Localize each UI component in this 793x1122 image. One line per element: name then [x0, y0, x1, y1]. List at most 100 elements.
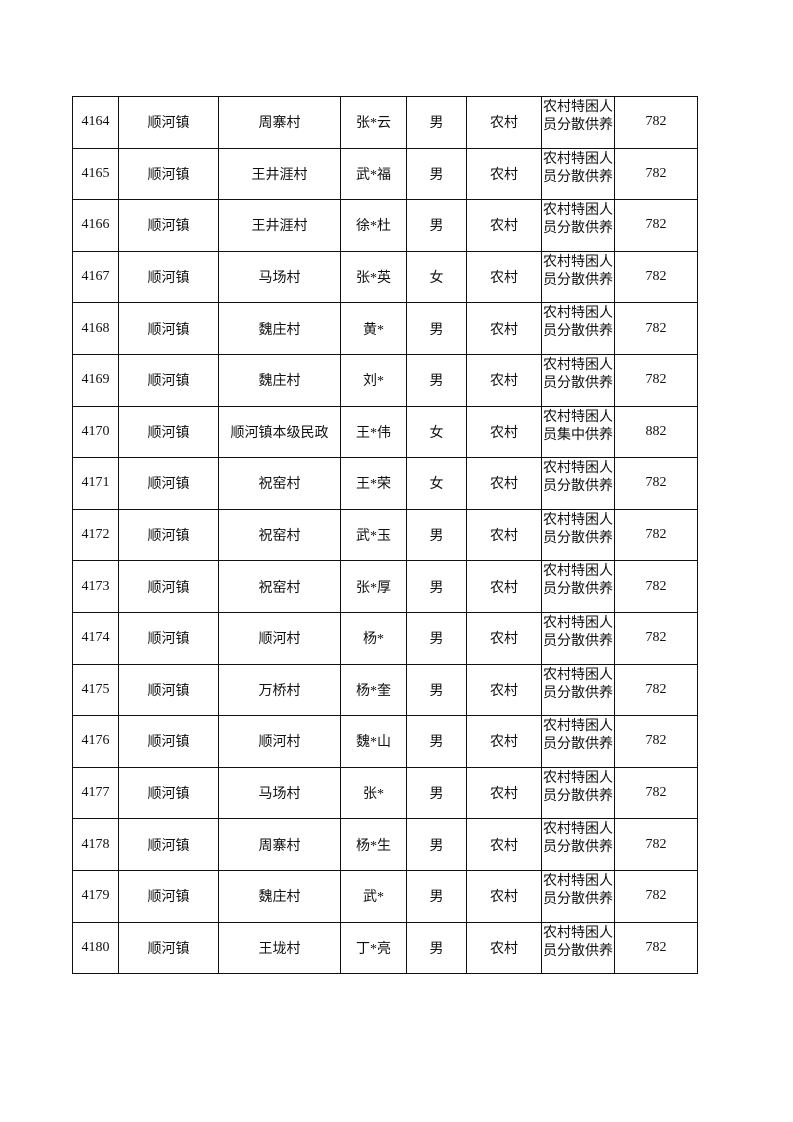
row-number-cell: 4178	[72, 818, 119, 871]
table-row: 4178 顺河镇 周寨村 杨*生男农村 农村特困人员分散供养 782	[72, 818, 698, 871]
category-text: 农村特困人员分散供养	[543, 719, 613, 753]
town-cell: 顺河镇	[118, 560, 219, 613]
town-cell: 顺河镇	[118, 250, 219, 304]
row-number-cell: 4165	[72, 147, 119, 201]
category-cell: 农村特困人员分散供养	[541, 508, 615, 562]
amount-cell: 782	[614, 147, 698, 201]
records-table: 4164 顺河镇 周寨村 张*云男农村 农村特困人员分散供养 782 4165 顺河镇 王井涯村…	[72, 96, 698, 975]
person-name-cell: 武*福	[340, 147, 407, 201]
village-cell: 顺河村	[218, 715, 341, 768]
household-type-cell: 农村	[466, 147, 542, 201]
amount-cell: 782	[614, 457, 698, 510]
category-text: 农村特困人员分散供养	[543, 925, 613, 959]
household-type-cell: 农村	[466, 457, 542, 510]
gender-cell: 女	[406, 405, 467, 459]
category-text: 农村特困人员分散供养	[543, 357, 613, 391]
village-cell: 魏庄村	[218, 302, 341, 355]
amount-cell: 782	[614, 353, 698, 407]
town-cell: 顺河镇	[118, 611, 219, 665]
table-row: 4165 顺河镇 王井涯村 武*福男农村 农村特困人员分散供养 782	[72, 147, 698, 201]
person-name-cell: 武*玉	[340, 508, 407, 562]
amount-cell: 782	[614, 250, 698, 304]
town-cell: 顺河镇	[118, 508, 219, 562]
table-row: 4179 顺河镇 魏庄村 武* 男农村 农村特困人员分散供养 782	[72, 869, 698, 923]
category-text: 农村特困人员分散供养	[543, 100, 613, 133]
village-cell: 顺河镇本级民政	[218, 405, 341, 459]
row-number-cell: 4164	[72, 96, 119, 149]
category-text: 农村特困人员分散供养	[543, 461, 613, 495]
amount-cell: 782	[614, 302, 698, 355]
category-cell: 农村特困人员分散供养	[541, 818, 615, 871]
amount-cell: 782	[614, 921, 698, 975]
village-cell: 万桥村	[218, 663, 341, 717]
amount-cell: 782	[614, 715, 698, 768]
category-cell: 农村特困人员集中供养	[541, 405, 615, 459]
category-text: 农村特困人员分散供养	[543, 512, 613, 546]
village-cell: 王井涯村	[218, 147, 341, 201]
person-name-cell: 杨*生	[340, 818, 407, 871]
category-cell: 农村特困人员分散供养	[541, 766, 615, 820]
amount-cell: 782	[614, 818, 698, 871]
amount-cell: 882	[614, 405, 698, 459]
category-cell: 农村特困人员分散供养	[541, 921, 615, 975]
table-row: 4173 顺河镇 祝窑村 张*厚男农村 农村特困人员分散供养 782	[72, 560, 698, 613]
category-cell: 农村特困人员分散供养	[541, 715, 615, 768]
row-number-cell: 4170	[72, 405, 119, 459]
amount-cell: 782	[614, 508, 698, 562]
amount-cell: 782	[614, 663, 698, 717]
gender-cell: 男	[406, 147, 467, 201]
table-row: 4172 顺河镇 祝窑村 武*玉男农村 农村特困人员分散供养 782	[72, 508, 698, 562]
household-type-cell: 农村	[466, 818, 542, 871]
village-cell: 祝窑村	[218, 457, 341, 510]
category-cell: 农村特困人员分散供养	[541, 199, 615, 252]
village-cell: 祝窑村	[218, 508, 341, 562]
gender-cell: 男	[406, 353, 467, 407]
village-cell: 周寨村	[218, 818, 341, 871]
row-number-cell: 4177	[72, 766, 119, 820]
person-name-cell: 张*英	[340, 250, 407, 304]
person-name-cell: 魏*山	[340, 715, 407, 768]
row-number-cell: 4180	[72, 921, 119, 975]
table-row: 4168 顺河镇 魏庄村 黄* 男农村 农村特困人员分散供养 782	[72, 302, 698, 355]
gender-cell: 男	[406, 663, 467, 717]
category-cell: 农村特困人员分散供养	[541, 869, 615, 923]
gender-cell: 男	[406, 611, 467, 665]
table-body: 4164 顺河镇 周寨村 张*云男农村 农村特困人员分散供养 782 4165 顺河镇 王井涯村…	[72, 96, 698, 975]
row-number-cell: 4172	[72, 508, 119, 562]
town-cell: 顺河镇	[118, 921, 219, 975]
category-cell: 农村特困人员分散供养	[541, 353, 615, 407]
gender-cell: 男	[406, 921, 467, 975]
table-row: 4175 顺河镇 万桥村 杨*奎男农村 农村特困人员分散供养 782	[72, 663, 698, 717]
household-type-cell: 农村	[466, 560, 542, 613]
gender-cell: 男	[406, 715, 467, 768]
category-text: 农村特困人员分散供养	[543, 203, 613, 237]
category-cell: 农村特困人员分散供养	[541, 147, 615, 201]
household-type-cell: 农村	[466, 611, 542, 665]
gender-cell: 男	[406, 560, 467, 613]
gender-cell: 男	[406, 508, 467, 562]
town-cell: 顺河镇	[118, 766, 219, 820]
gender-cell: 男	[406, 869, 467, 923]
household-type-cell: 农村	[466, 869, 542, 923]
category-cell: 农村特困人员分散供养	[541, 611, 615, 665]
category-cell: 农村特困人员分散供养	[541, 96, 615, 149]
category-text: 农村特困人员分散供养	[543, 667, 613, 701]
village-cell: 王垅村	[218, 921, 341, 975]
village-cell: 王井涯村	[218, 199, 341, 252]
person-name-cell: 张*云	[340, 96, 407, 149]
table-row: 4164 顺河镇 周寨村 张*云男农村 农村特困人员分散供养 782	[72, 96, 698, 149]
person-name-cell: 丁*亮	[340, 921, 407, 975]
row-number-cell: 4171	[72, 457, 119, 510]
table-row: 4170 顺河镇 顺河镇本级民政 王*伟女农村 农村特困人员集中供养 882	[72, 405, 698, 459]
village-cell: 魏庄村	[218, 869, 341, 923]
category-text: 农村特困人员分散供养	[543, 306, 613, 340]
person-name-cell: 黄*	[340, 302, 407, 355]
category-text: 农村特困人员分散供养	[543, 254, 613, 288]
town-cell: 顺河镇	[118, 869, 219, 923]
village-cell: 顺河村	[218, 611, 341, 665]
household-type-cell: 农村	[466, 250, 542, 304]
town-cell: 顺河镇	[118, 147, 219, 201]
category-cell: 农村特困人员分散供养	[541, 250, 615, 304]
amount-cell: 782	[614, 560, 698, 613]
category-cell: 农村特困人员分散供养	[541, 302, 615, 355]
